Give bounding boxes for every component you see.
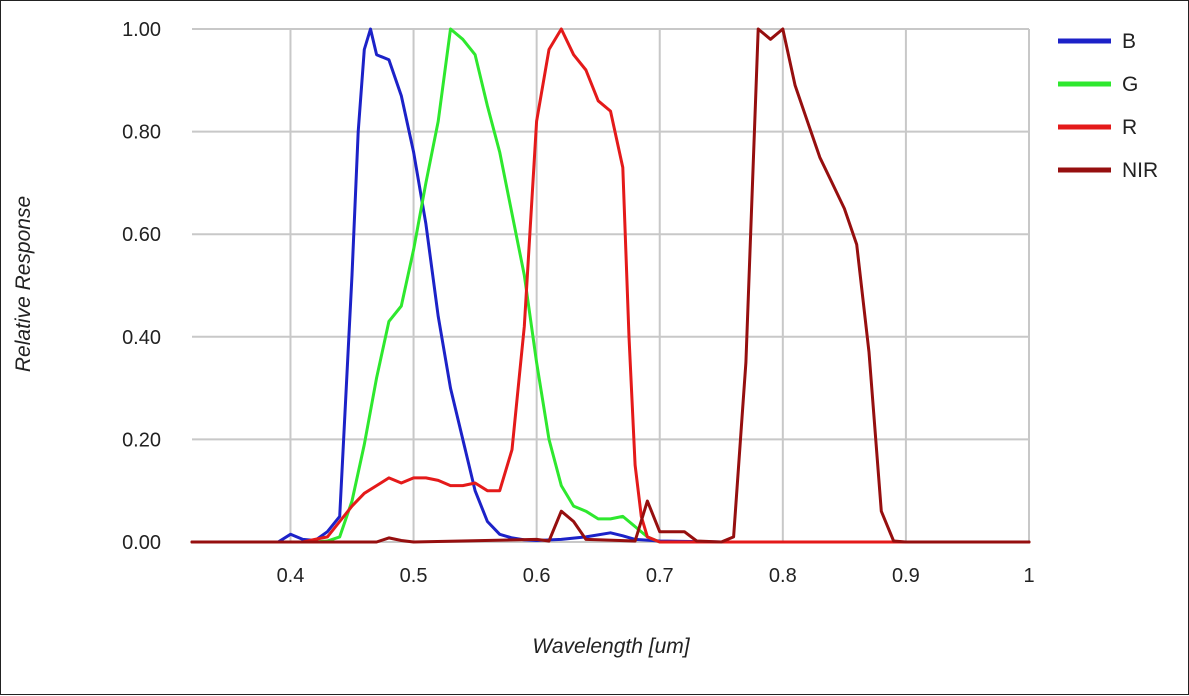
y-tick-labels: 0.00 0.20 0.40 0.60 0.80 1.00 [122, 19, 161, 554]
legend-label-g: G [1122, 73, 1138, 96]
y-tick-label: 0.80 [122, 122, 161, 144]
legend-label-r: R [1122, 116, 1137, 139]
x-tick-label: 0.5 [400, 565, 428, 587]
x-tick-label: 0.9 [892, 565, 920, 587]
y-tick-label: 0.60 [122, 224, 161, 246]
series-layer [190, 27, 1031, 544]
y-grid [192, 28, 1029, 543]
series-line-g [190, 27, 1031, 544]
x-tick-labels: 0.4 0.5 0.6 0.7 0.8 0.9 1 [277, 565, 1035, 587]
y-tick-label: 1.00 [122, 19, 161, 41]
legend: BGR NIR [1058, 30, 1158, 182]
legend-label-b: B [1122, 30, 1136, 53]
x-axis-title: Wavelength [um] [532, 635, 690, 658]
y-axis-title: Relative Response [12, 196, 35, 372]
x-tick-label: 0.4 [277, 565, 305, 587]
series-line-r [190, 27, 1031, 544]
x-grid [289, 29, 1030, 542]
y-tick-label: 0.40 [122, 327, 161, 349]
x-tick-label: 0.6 [523, 565, 551, 587]
y-tick-label: 0.00 [122, 532, 161, 554]
x-tick-label: 0.7 [646, 565, 674, 587]
legend-label-nir: NIR [1122, 159, 1158, 182]
series-line-nir [190, 27, 1031, 544]
x-tick-label: 0.8 [769, 565, 797, 587]
x-tick-label: 1 [1023, 565, 1034, 587]
y-tick-label: 0.20 [122, 429, 161, 451]
series-line-b [190, 27, 1031, 544]
